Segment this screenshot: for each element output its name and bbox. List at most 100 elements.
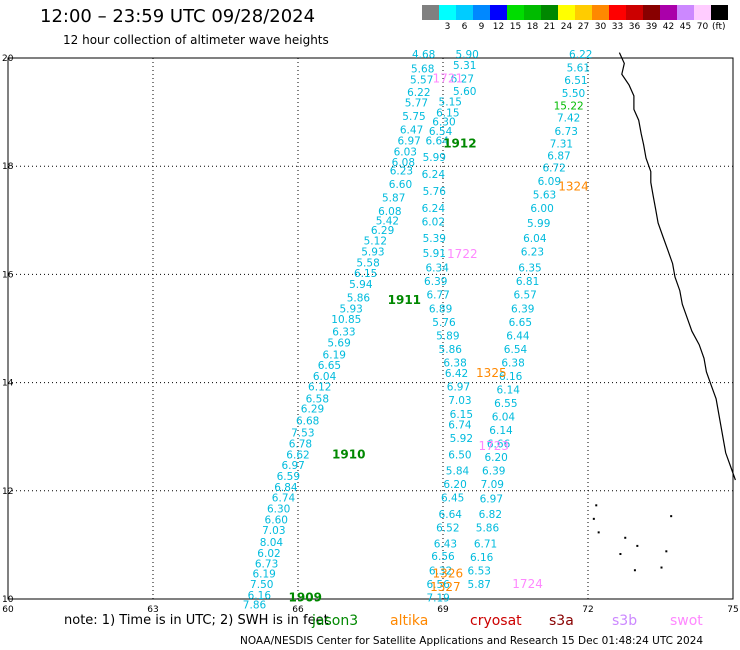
island	[636, 544, 639, 547]
wave-height-value: 6.38	[443, 357, 466, 369]
scale-swatch	[694, 5, 711, 20]
scale-swatch	[490, 5, 507, 20]
wave-height-value: 6.22	[569, 49, 592, 61]
wave-height-value: 5.86	[439, 344, 463, 356]
scale-label: 18	[526, 22, 539, 32]
satellite-legend-altika: altika	[390, 613, 429, 629]
wave-height-value: 5.93	[361, 246, 384, 258]
wave-height-value: 6.47	[400, 125, 423, 137]
wave-height-value: 5.58	[356, 257, 379, 269]
pass-number-label: 1721	[433, 71, 464, 85]
wave-height-value: 5.91	[423, 248, 446, 260]
wave-height-value: 6.24	[422, 203, 446, 215]
island	[592, 517, 595, 520]
wave-height-value: 6.73	[555, 126, 578, 138]
wave-height-value: 6.30	[267, 503, 290, 515]
wave-height-value: 6.03	[394, 146, 417, 158]
wave-height-value: 7.19	[426, 593, 449, 605]
wave-height-value: 5.87	[382, 192, 405, 204]
wave-height-value: 5.77	[405, 98, 428, 110]
scale-label: 39	[645, 22, 658, 32]
pass-number-label: 1325	[476, 366, 507, 380]
wave-height-value: 5.60	[453, 86, 476, 98]
wave-height-value: 5.63	[533, 190, 556, 202]
wave-height-value: 6.02	[422, 217, 445, 229]
wave-height-value: 6.43	[434, 539, 457, 551]
wave-height-value: 6.54	[504, 344, 528, 356]
scale-swatch	[422, 5, 439, 20]
wave-height-value: 6.73	[255, 559, 278, 571]
wave-height-value: 5.99	[423, 152, 446, 164]
island	[660, 566, 663, 569]
pass-number-label: 1722	[447, 247, 478, 261]
wave-height-value: 6.30	[432, 117, 455, 129]
wave-height-value: 5.87	[468, 579, 491, 591]
scale-swatch	[575, 5, 592, 20]
wave-height-value: 6.14	[497, 384, 521, 396]
wave-height-value: 6.97	[480, 494, 503, 506]
wave-height-value: 7.03	[448, 395, 471, 407]
wave-height-value: 7.09	[481, 479, 504, 491]
satellite-legend-s3a: s3a	[549, 613, 574, 629]
wave-height-value: 6.53	[468, 566, 491, 578]
wave-height-value: 5.92	[450, 433, 473, 445]
wave-height-value: 6.23	[521, 246, 544, 258]
wave-height-value: 5.99	[527, 218, 550, 230]
map-frame	[7, 57, 734, 600]
wave-height-value: 6.56	[426, 579, 450, 591]
wave-height-value: 6.65	[318, 360, 341, 372]
wave-height-value: 6.16	[248, 590, 272, 602]
wave-height-value: 8.04	[260, 537, 284, 549]
latitude-tick-label: 12	[2, 487, 13, 497]
wave-height-value: 5.68	[411, 64, 434, 76]
island	[624, 536, 627, 539]
map-title: 12:00 – 23:59 UTC 09/28/2024	[40, 6, 316, 27]
satellite-legend-cryosat: cryosat	[470, 613, 522, 629]
wave-height-value: 6.38	[501, 357, 524, 369]
wave-height-value: 6.62	[286, 449, 309, 461]
island	[595, 504, 598, 507]
wave-height-value: 5.84	[446, 466, 470, 478]
wave-height-value: 5.69	[327, 337, 350, 349]
wave-height-value: 7.53	[291, 428, 314, 440]
scale-label: 15	[509, 22, 522, 32]
scale-swatch	[507, 5, 524, 20]
wave-height-value: 6.34	[426, 263, 450, 275]
wave-height-value: 6.97	[397, 136, 420, 148]
scale-swatch	[541, 5, 558, 20]
wave-height-value: 6.57	[513, 290, 536, 302]
wave-height-value: 5.75	[402, 111, 425, 123]
wave-height-value: 5.12	[364, 236, 387, 248]
wave-height-value: 6.32	[429, 566, 452, 578]
pass-number-label: 1327	[430, 580, 461, 594]
wave-height-value: 6.20	[484, 452, 507, 464]
wave-height-value: 6.59	[277, 471, 300, 483]
wave-height-value: 6.72	[542, 163, 565, 175]
satellite-legend-swot: swot	[670, 613, 703, 629]
wave-height-value: 6.12	[308, 382, 331, 394]
wave-height-value: 7.31	[550, 138, 573, 150]
wave-height-value: 6.71	[474, 539, 497, 551]
wave-height-value: 5.89	[436, 330, 459, 342]
wave-height-value: 6.55	[494, 398, 517, 410]
wave-height-value: 6.29	[301, 403, 324, 415]
scale-swatch	[660, 5, 677, 20]
latitude-tick-label: 18	[2, 162, 14, 172]
wave-height-value: 5.86	[476, 522, 500, 534]
wave-height-value: 5.94	[349, 279, 373, 291]
scale-label: 3	[444, 22, 451, 32]
wave-height-value: 6.68	[296, 415, 319, 427]
wave-height-value: 6.15	[354, 268, 377, 280]
wave-height-value: 4.68	[412, 49, 435, 61]
wave-height-value: 6.64	[426, 136, 450, 148]
satellite-legend-jason3: jason3	[312, 613, 359, 629]
wave-height-value: 6.39	[511, 303, 534, 315]
wave-height-value: 6.64	[439, 509, 463, 521]
latitude-tick-label: 16	[2, 270, 14, 280]
wave-height-value: 6.04	[523, 233, 547, 245]
wave-height-value: 6.60	[389, 179, 412, 191]
scale-swatch	[626, 5, 643, 20]
latitude-tick-label: 14	[2, 379, 14, 389]
wave-height-value: 6.87	[547, 151, 570, 163]
pass-number-label: 1723	[478, 439, 509, 453]
